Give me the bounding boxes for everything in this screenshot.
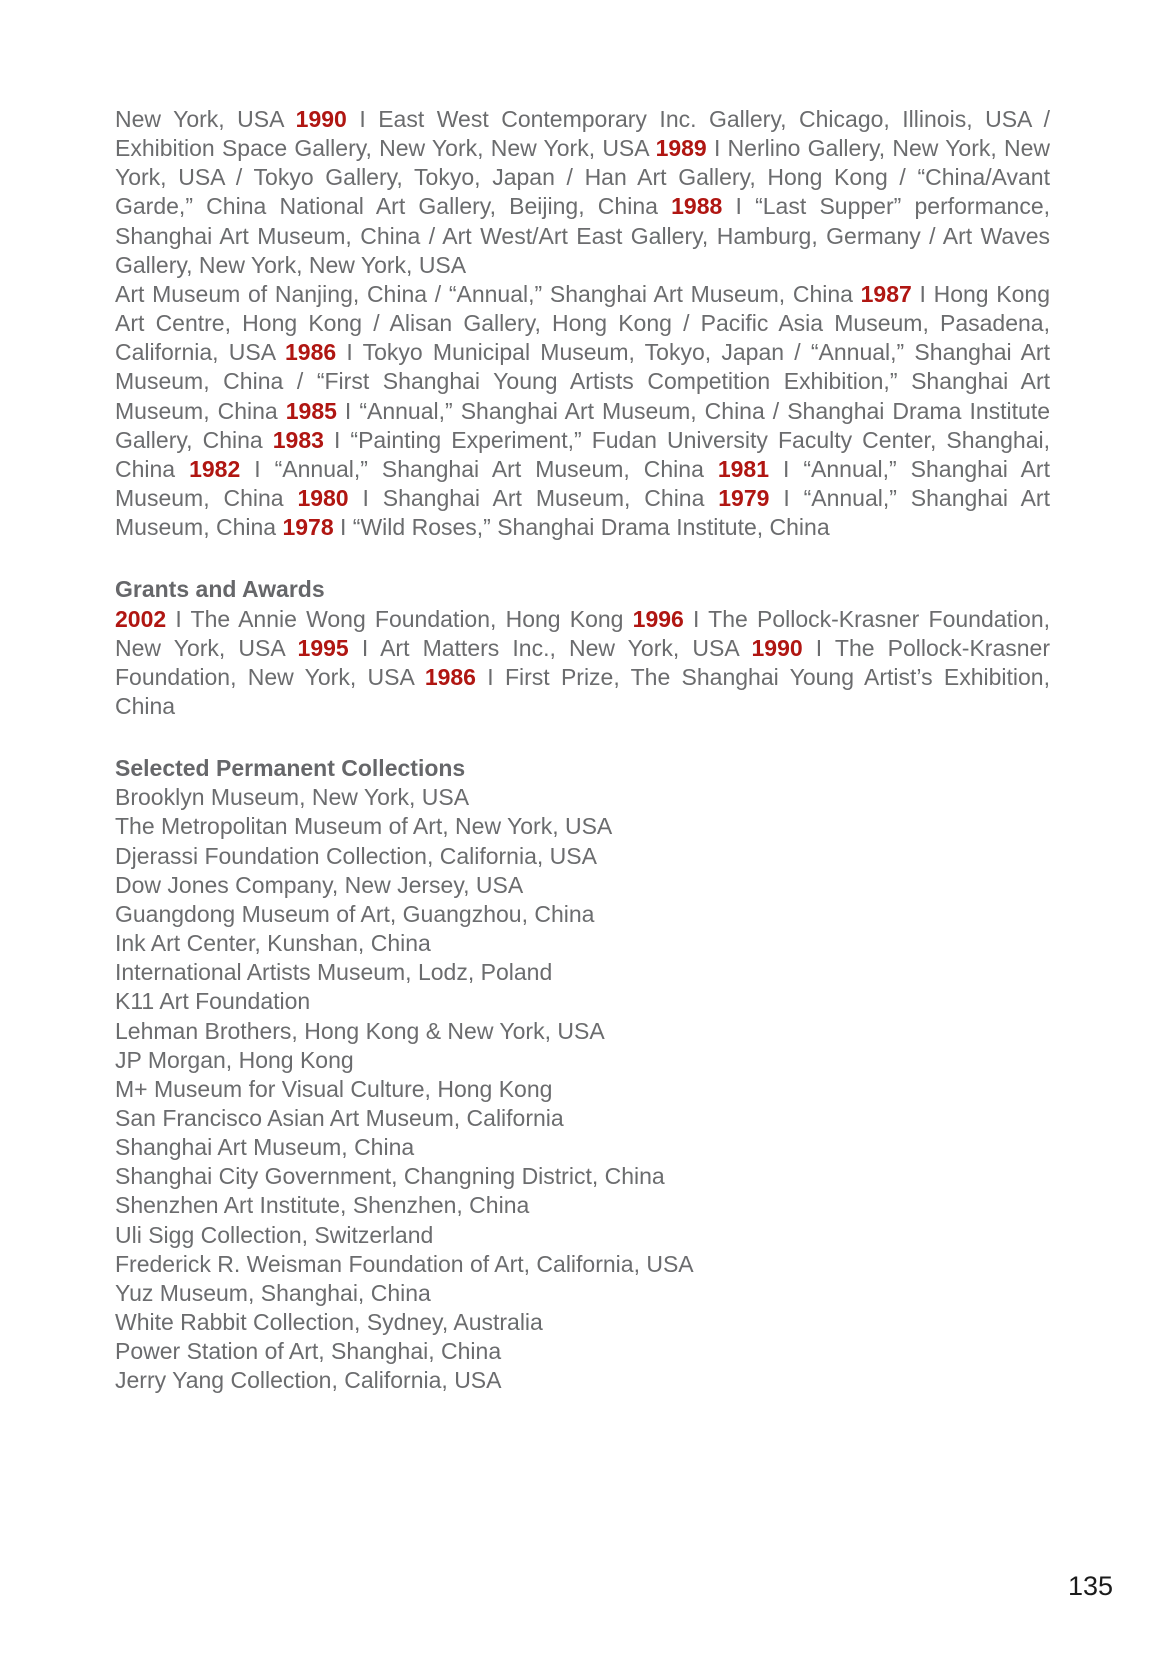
text-run: I The Pollock-Krasner Foundation, New Yo… xyxy=(115,605,1051,661)
list-item: The Metropolitan Museum of Art, New York… xyxy=(115,813,613,840)
list-item: Frederick R. Weisman Foundation of Art, … xyxy=(115,1250,694,1277)
text-run: I “Annual,” Shanghai Art Museum, China xyxy=(115,485,1050,541)
collections-heading: Selected Permanent Collections xyxy=(115,755,466,782)
exhibitions-paragraph-2: Art Museum of Nanjing, China / “Annual,”… xyxy=(115,280,1050,542)
text-run: I Art Matters Inc., New York, USA xyxy=(348,634,752,661)
list-item: Ink Art Center, Kunshan, China xyxy=(115,930,431,957)
text-run: I The Annie Wong Foundation, Hong Kong xyxy=(166,605,633,632)
year-label: 1995 xyxy=(297,634,349,661)
page-number: 135 xyxy=(1067,1571,1113,1601)
text-run: I The Pollock-Krasner Foundation, New Yo… xyxy=(115,634,1050,690)
list-item: M+ Museum for Visual Culture, Hong Kong xyxy=(115,1075,553,1102)
year-label: 1982 xyxy=(189,455,241,482)
list-item: White Rabbit Collection, Sydney, Austral… xyxy=(115,1309,543,1336)
list-item: Yuz Museum, Shanghai, China xyxy=(115,1279,431,1306)
list-item: International Artists Museum, Lodz, Pola… xyxy=(115,959,553,986)
grants-heading: Grants and Awards xyxy=(115,576,325,603)
list-item: Dow Jones Company, New Jersey, USA xyxy=(115,871,524,898)
list-item: Lehman Brothers, Hong Kong & New York, U… xyxy=(115,1017,605,1044)
collections-list: Brooklyn Museum, New York, USA The Metrop… xyxy=(115,783,1050,1395)
cv-content: New York, USA 1990 I East West Contempor… xyxy=(115,105,1050,1396)
text-run: I “Annual,” Shanghai Art Museum, China xyxy=(115,455,1050,512)
text-run: I Hong Kong Art Centre, Hong Kong / Alis… xyxy=(115,280,1050,366)
text-run: I Tokyo Municipal Museum, Tokyo, Japan /… xyxy=(115,339,1050,424)
year-label: 1983 xyxy=(272,426,324,453)
list-item: Uli Sigg Collection, Switzerland xyxy=(115,1221,434,1248)
year-label: 1996 xyxy=(632,605,684,632)
year-label: 1988 xyxy=(671,193,723,220)
list-item: Djerassi Foundation Collection, Californ… xyxy=(115,842,597,869)
year-label: 1986 xyxy=(285,339,337,366)
year-label: 1979 xyxy=(718,485,770,512)
text-run: I “Annual,” Shanghai Art Museum, China xyxy=(240,455,718,482)
list-item: Power Station of Art, Shanghai, China xyxy=(115,1338,502,1365)
text-run: I Shanghai Art Museum, China xyxy=(348,485,719,512)
list-item: Shanghai Art Museum, China xyxy=(115,1134,415,1161)
text-run: I Nerlino Gallery, New York, New York, U… xyxy=(115,135,1050,220)
year-label: 1989 xyxy=(655,135,707,162)
list-item: K11 Art Foundation xyxy=(115,988,311,1015)
exhibitions-paragraph-1: New York, USA 1990 I East West Contempor… xyxy=(115,105,1050,280)
text-run: I First Prize, The Shanghai Young Artist… xyxy=(115,663,1050,719)
text-run: Art Museum of Nanjing, China / “Annual,”… xyxy=(115,280,861,307)
list-item: Shanghai City Government, Changning Dist… xyxy=(115,1163,665,1190)
list-item: San Francisco Asian Art Museum, Californ… xyxy=(115,1105,564,1131)
text-run: I “Painting Experiment,” Fudan Universit… xyxy=(115,426,1050,482)
text-run: New York, USA xyxy=(115,106,296,132)
year-label: 1985 xyxy=(285,397,337,424)
list-item: Shenzhen Art Institute, Shenzhen, China xyxy=(115,1192,530,1219)
year-label: 1987 xyxy=(860,280,912,307)
year-label: 1978 xyxy=(282,514,334,541)
list-item: JP Morgan, Hong Kong xyxy=(115,1046,354,1073)
text-run: I “Wild Roses,” Shanghai Drama Institute… xyxy=(333,514,830,541)
year-label: 1990 xyxy=(751,634,803,661)
list-item: Guangdong Museum of Art, Guangzhou, Chin… xyxy=(115,900,595,927)
grants-paragraph: 2002 I The Annie Wong Foundation, Hong K… xyxy=(115,605,1050,722)
year-label: 2002 xyxy=(115,605,167,632)
year-label: 1981 xyxy=(717,455,770,482)
text-run: I East West Contemporary Inc. Gallery, C… xyxy=(115,106,1050,162)
year-label: 1980 xyxy=(297,485,349,512)
list-item: Brooklyn Museum, New York, USA xyxy=(115,784,470,811)
year-label: 1990 xyxy=(295,106,347,132)
text-run: I “Annual,” Shanghai Art Museum, China /… xyxy=(115,397,1050,453)
year-label: 1986 xyxy=(424,663,476,690)
text-run: I “Last Supper” performance, Shanghai Ar… xyxy=(115,193,1050,278)
list-item: Jerry Yang Collection, California, USA xyxy=(115,1367,502,1394)
